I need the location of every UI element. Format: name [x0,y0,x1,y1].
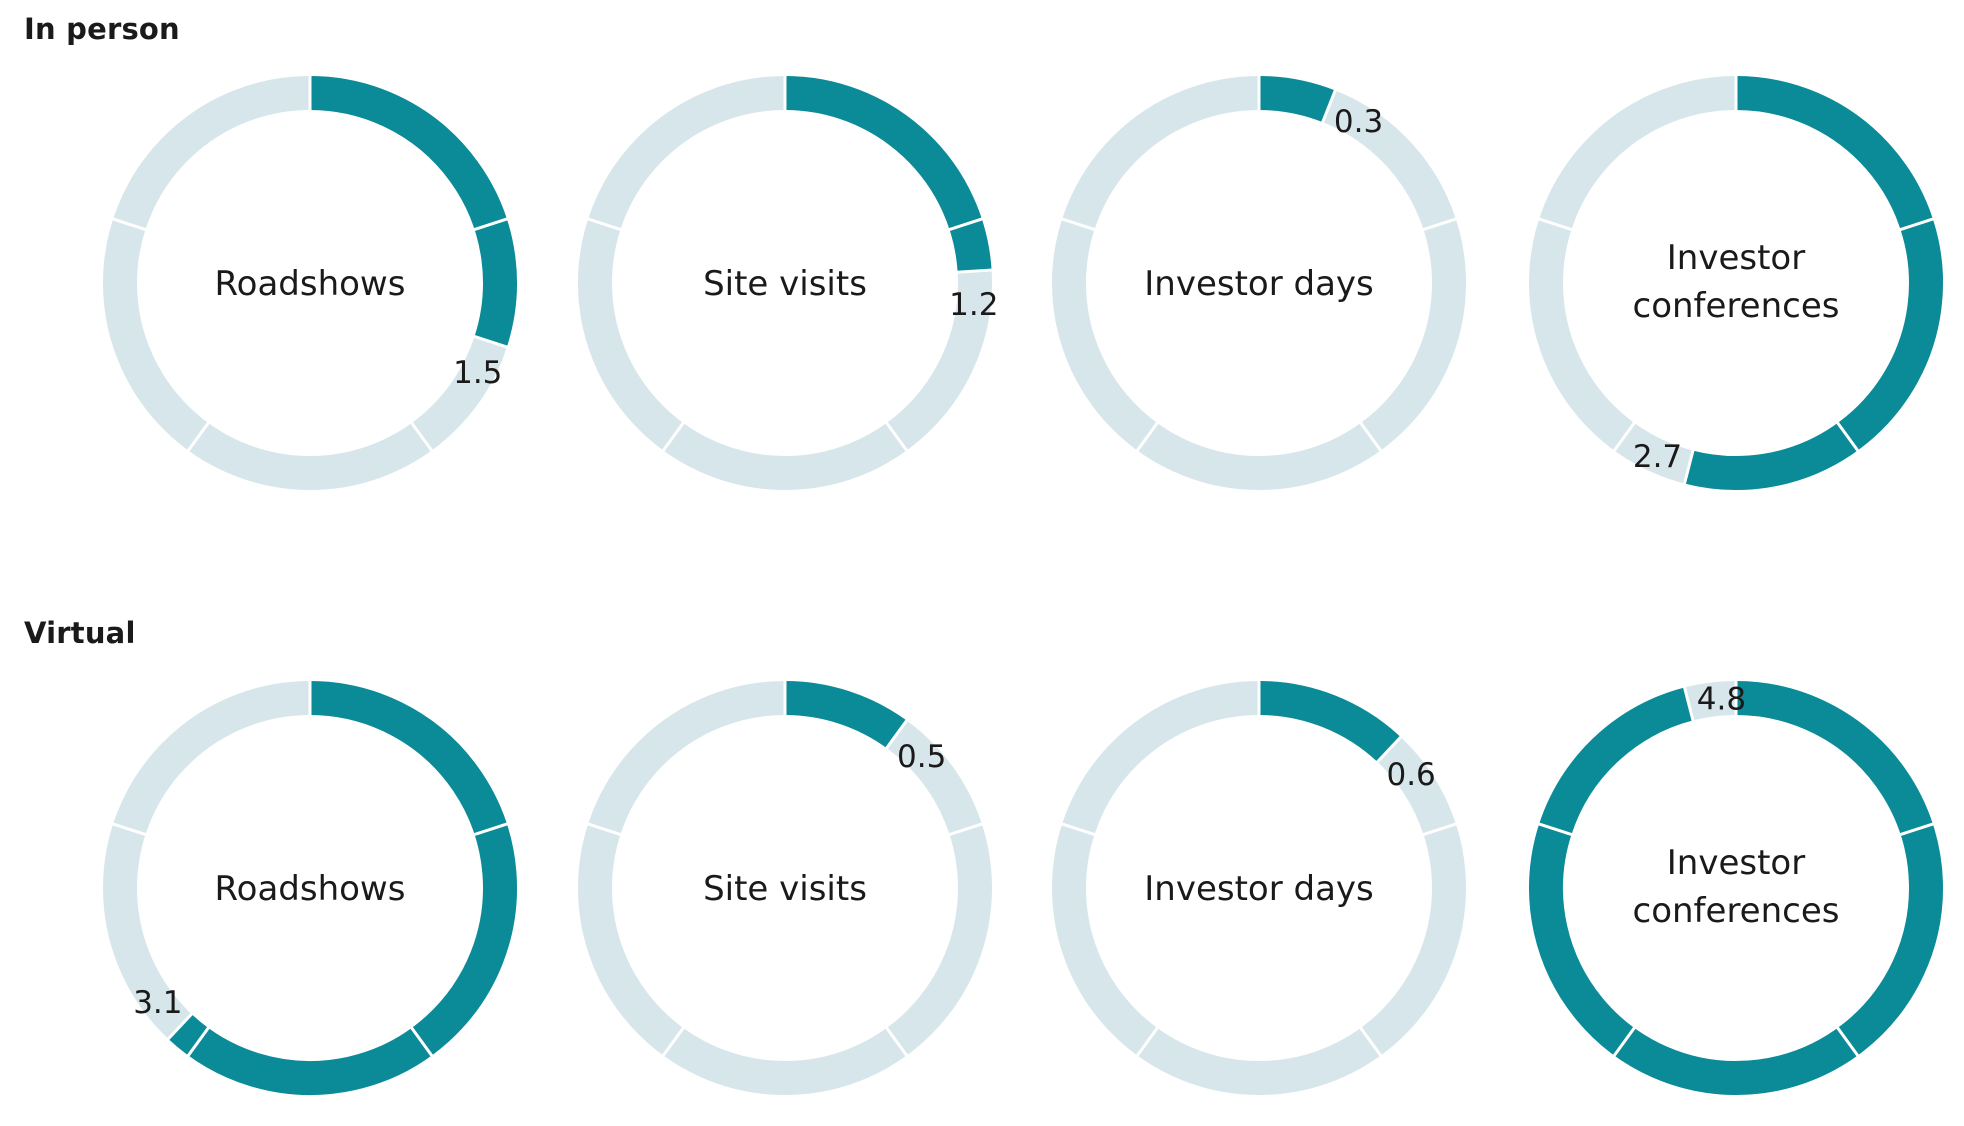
donut-value-arc [1258,76,1336,123]
donut-center-label: Site visits [703,264,867,304]
donut-value-label: 3.1 [133,985,182,1021]
donut-value-label: 0.5 [897,739,946,775]
donut-in-person-site-visits: Site visits 1.2 [578,75,998,490]
donut-in-person-investor-days: Investor days 0.3 [1052,75,1466,490]
donut-separator [1537,217,1573,232]
donut-in-person-investor-conferences: Investor conferences 2.7 [1529,75,1943,490]
donut-separator [473,217,509,232]
donut-separator [473,334,509,349]
section-title-in-person: In person [24,12,180,46]
donut-separator [1537,822,1573,837]
donut-virtual-site-visits: Site visits 0.5 [578,680,992,1095]
donut-separator [884,421,909,453]
donut-in-person-roadshows: Roadshows 1.5 [103,75,517,490]
donut-separator [586,217,622,232]
donut-center-label: Investor conferences [1633,843,1840,931]
donut-center-label: Roadshows [215,869,406,909]
donut-separator [473,822,509,837]
donut-value-label: 1.5 [453,355,502,391]
donut-separator [111,217,147,232]
donut-separator [1060,822,1096,837]
donut-separator [1682,686,1695,722]
donut-virtual-roadshows: Roadshows 3.1 [103,680,517,1095]
section-title-virtual: Virtual [24,616,136,650]
donut-value-arc [168,681,517,1095]
donut-value-arc [1529,681,1943,1095]
donut-separator [948,217,984,232]
donut-virtual-investor-days: Investor days 0.6 [1052,680,1466,1095]
donut-value-label: 2.7 [1633,439,1682,475]
donut-separator [111,822,147,837]
donut-value-arc [784,681,907,749]
donut-separator [409,421,434,453]
donut-value-label: 1.2 [949,287,998,323]
donut-value-arc [784,76,992,273]
donut-separator [1682,449,1695,485]
donut-separator [884,718,909,750]
donut-value-label: 4.8 [1697,682,1746,718]
donut-center-label: Roadshows [215,264,406,304]
donut-separator [948,822,984,837]
donut-center-label: Investor days [1144,264,1374,304]
donut-value-arc [1684,76,1943,490]
donut-separator [1899,217,1935,232]
donut-separator [1835,1026,1860,1058]
donut-separator [1375,735,1403,764]
donut-separator [661,1026,686,1058]
donut-separator [1612,1026,1637,1058]
donut-separator [409,1026,434,1058]
donut-virtual-investor-conferences: Investor conferences 4.8 [1529,680,1943,1095]
donut-value-label: 0.3 [1334,104,1383,140]
donut-separator [1320,89,1337,124]
donut-separator [1135,1026,1160,1058]
donut-separator [1060,217,1096,232]
donut-separator [1422,822,1458,837]
donut-separator [166,1012,194,1041]
donut-separator [1422,217,1458,232]
donut-separator [1899,822,1935,837]
donut-separator [1612,421,1637,453]
donut-separator [1135,421,1160,453]
donut-separator [1358,1026,1383,1058]
donut-separator [956,268,993,274]
donut-separator [586,822,622,837]
donut-separator [884,1026,909,1058]
donut-center-label: Investor conferences [1633,238,1840,326]
donut-value-label: 0.6 [1386,757,1435,793]
donut-separator [661,421,686,453]
donut-center-label: Site visits [703,869,867,909]
donut-value-arc [309,76,517,347]
donut-separator [1358,421,1383,453]
donut-separator [1835,421,1860,453]
donut-value-arc [1258,681,1401,763]
donut-separator [186,1026,211,1058]
donut-center-label: Investor days [1144,869,1374,909]
donut-separator [186,421,211,453]
